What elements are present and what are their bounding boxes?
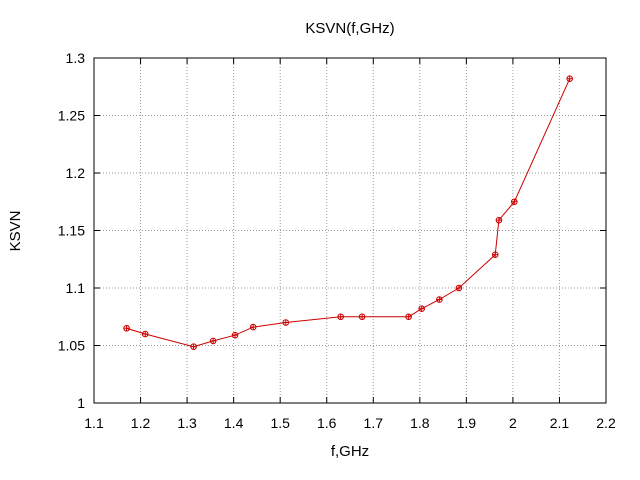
y-tick-label: 1.2 <box>66 165 86 181</box>
y-tick-label: 1.25 <box>58 108 85 124</box>
x-tick-labels: 1.1 1.2 1.3 1.4 1.5 1.6 1.7 1.8 1.9 2 2.1 2.2 <box>84 415 616 431</box>
grid <box>94 58 606 403</box>
data-point <box>495 216 503 224</box>
x-tick-label: 1.3 <box>177 415 197 431</box>
data-point <box>491 251 499 258</box>
x-tick-label: 2.2 <box>596 415 616 431</box>
x-tick-label: 1.1 <box>84 415 104 431</box>
series-layer <box>123 75 573 350</box>
x-tick-label: 1.2 <box>131 415 151 431</box>
x-tick-label: 1.9 <box>457 415 477 431</box>
x-axis-title: f,GHz <box>331 443 369 460</box>
data-point <box>436 296 443 303</box>
data-point <box>209 337 217 345</box>
x-tick-label: 1.6 <box>317 415 337 431</box>
data-point <box>418 305 425 313</box>
data-point <box>358 313 366 321</box>
x-tick-label: 1.8 <box>410 415 430 431</box>
data-point <box>282 319 290 326</box>
data-point <box>405 313 412 321</box>
data-point <box>123 324 130 332</box>
y-tick-label: 1 <box>77 395 85 411</box>
y-tick-label: 1.05 <box>58 338 85 354</box>
y-tick-label: 1.15 <box>58 223 85 239</box>
data-point <box>337 313 344 321</box>
data-point <box>141 330 149 338</box>
axis-ticks <box>93 57 607 404</box>
x-tick-label: 1.7 <box>364 415 384 431</box>
y-tick-label: 1.1 <box>66 280 86 296</box>
chart-title: KSVN(f,GHz) <box>305 20 394 37</box>
data-point <box>566 75 573 82</box>
data-point <box>190 343 197 350</box>
data-point <box>511 198 518 206</box>
y-tick-labels: 1 1.05 1.1 1.15 1.2 1.25 1.3 <box>58 50 85 411</box>
x-tick-label: 1.5 <box>270 415 290 431</box>
data-point <box>249 323 257 331</box>
series-line <box>126 78 571 348</box>
x-tick-label: 2 <box>509 415 517 431</box>
y-tick-label: 1.3 <box>66 50 86 66</box>
x-tick-label: 1.4 <box>224 415 244 431</box>
data-point <box>455 284 463 292</box>
x-tick-label: 2.1 <box>550 415 570 431</box>
data-point <box>231 331 239 339</box>
y-axis-title: KSVN <box>7 211 24 252</box>
